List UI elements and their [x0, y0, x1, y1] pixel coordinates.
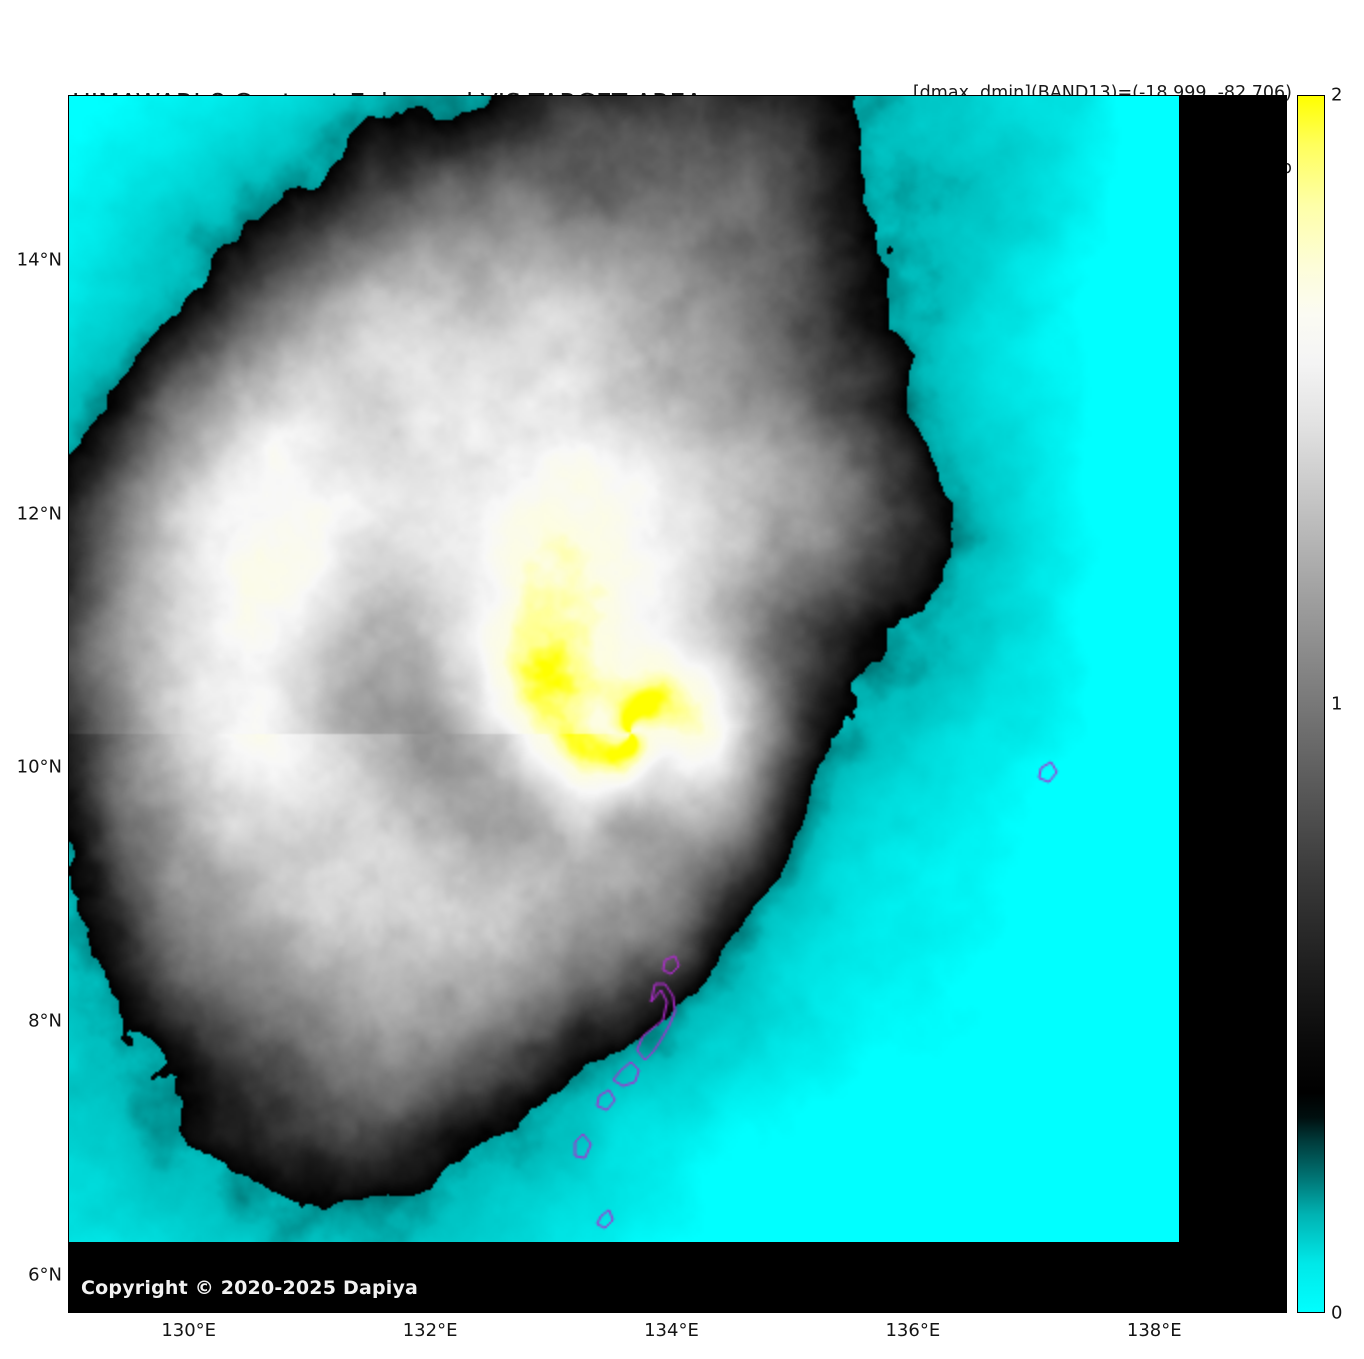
- x-axis-tick-label: 138°E: [1126, 1320, 1182, 1341]
- colorbar[interactable]: [1297, 95, 1325, 1313]
- colorbar-tick-label: 2: [1331, 84, 1343, 106]
- y-axis-tick-label: 14°N: [16, 249, 62, 271]
- y-axis-tick-label: 10°N: [16, 756, 62, 778]
- x-axis-tick-label: 134°E: [644, 1320, 699, 1341]
- y-axis-tick-label: 12°N: [16, 503, 62, 525]
- satellite-plot-area[interactable]: Copyright © 2020-2025 Dapiya: [68, 95, 1287, 1313]
- colorbar-tick-label: 0: [1331, 1302, 1343, 1324]
- colorbar-tick-label: 1: [1331, 693, 1343, 715]
- x-axis-tick-label: 132°E: [402, 1320, 458, 1341]
- y-axis-tick-label: 6°N: [28, 1264, 62, 1286]
- y-axis-tick-label: 8°N: [28, 1010, 62, 1032]
- x-axis-tick-label: 130°E: [161, 1320, 217, 1341]
- x-axis-tick-label: 136°E: [885, 1320, 941, 1341]
- copyright-text: Copyright © 2020-2025 Dapiya: [81, 1277, 419, 1299]
- satellite-raster: [69, 96, 1179, 1242]
